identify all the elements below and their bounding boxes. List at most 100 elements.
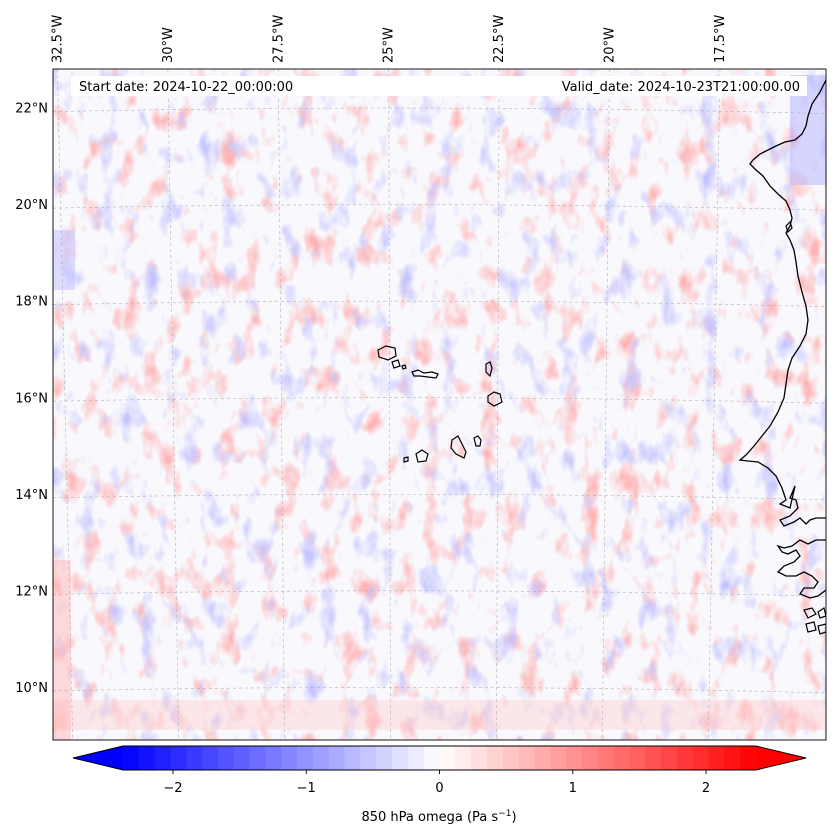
colorbar-step [392, 746, 409, 770]
map-frame [52, 68, 827, 741]
colorbar-step [202, 746, 219, 770]
island-santo-antao [377, 345, 397, 361]
longitude-labels: 32.5°W 30°W 27.5°W 25°W 22.5°W 20°W 17.5°W [50, 15, 728, 63]
latitude-label: 12°N [15, 584, 48, 599]
gambia-guinea-coastline [776, 539, 826, 599]
colorbar-step [138, 746, 156, 770]
start-date-label: Start date: 2024-10-22_00:00:00 [79, 80, 293, 95]
colorbar-step [629, 746, 646, 770]
parallel-line [53, 397, 826, 404]
colorbar-steps [123, 746, 757, 770]
valid-date-label: Valid_date: 2024-10-23T21:00:00.00 [562, 80, 800, 95]
longitude-label: 22.5°W [492, 15, 507, 63]
longitude-label: 17.5°W [713, 15, 728, 63]
colorbar-step [312, 746, 330, 770]
island-santa-luzia [401, 364, 407, 370]
meridian-line [602, 69, 610, 740]
meridian-line [388, 69, 391, 740]
left-edge-band [53, 560, 71, 740]
island-fogo [415, 449, 429, 463]
colorbar-max-extend [756, 746, 806, 770]
latitude-label: 18°N [15, 295, 48, 310]
colorbar: −2 −1 0 1 2 850 hPa omega (Pa s−1) [72, 745, 807, 825]
info-box [71, 76, 807, 96]
meridian-line [167, 69, 179, 740]
meridian-line [707, 69, 721, 740]
colorbar-step [297, 746, 314, 770]
bottom-edge-band [53, 700, 826, 730]
meridian-line [496, 69, 500, 740]
bissau-islands [803, 607, 826, 635]
africa-coastline [738, 79, 826, 527]
longitude-label: 30°W [161, 27, 176, 63]
colorbar-ticks: −2 −1 0 1 2 [163, 770, 710, 796]
colorbar-step [328, 746, 346, 770]
parallel-line [53, 590, 826, 597]
latitude-label: 10°N [15, 681, 48, 696]
cape-verde-islands [377, 345, 503, 463]
colorbar-min-extend [73, 746, 123, 770]
colorbar-step [597, 746, 615, 770]
map-panel: Start date: 2024-10-22_00:00:00 Valid_da… [52, 68, 827, 741]
island-brava [403, 456, 409, 463]
colorbar-step [502, 746, 520, 770]
colorbar-step [661, 746, 678, 770]
colorbar-step [170, 746, 187, 770]
latitude-label: 14°N [15, 488, 48, 503]
colorbar-step [581, 746, 599, 770]
left-edge-blue [53, 230, 75, 290]
colorbar-step [217, 746, 235, 770]
colorbar-step [407, 746, 425, 770]
longitude-label: 25°W [382, 27, 397, 63]
parallel-line [53, 107, 826, 114]
colorbar-step [740, 746, 757, 770]
island-santiago [450, 435, 467, 459]
gridlines [53, 69, 826, 740]
longitude-label: 32.5°W [50, 15, 65, 63]
meridian-line [57, 69, 74, 740]
colorbar-step [265, 746, 282, 770]
parallel-line [53, 493, 826, 501]
colorbar-step [439, 746, 456, 770]
island-sal [485, 361, 493, 378]
island-sao-nicolau [411, 369, 439, 379]
latitude-label: 16°N [15, 391, 48, 406]
colorbar-outline [72, 745, 807, 771]
colorbar-step [360, 746, 377, 770]
colorbar-step [613, 746, 630, 770]
colorbar-tick-label: 0 [435, 781, 443, 796]
colorbar-label: 850 hPa omega (Pa s−1) [361, 809, 516, 825]
latitude-labels: 22°N 20°N 18°N 16°N 14°N 12°N 10°N [15, 102, 48, 696]
colorbar-tick-label: −1 [297, 781, 316, 796]
colorbar-step [455, 746, 472, 770]
colorbar-step [676, 746, 694, 770]
parallel-line [53, 204, 826, 211]
colorbar-step [708, 746, 725, 770]
latitude-label: 20°N [15, 198, 48, 213]
colorbar-step [534, 746, 551, 770]
colorbar-step [376, 746, 393, 770]
colorbar-step [344, 746, 361, 770]
colorbar-step [724, 746, 741, 770]
omega-negative-field [53, 69, 826, 740]
colorbar-step [154, 746, 171, 770]
colorbar-step [645, 746, 662, 770]
colorbar-step [123, 746, 140, 770]
longitude-label: 20°W [603, 27, 618, 63]
colorbar-step [566, 746, 583, 770]
colorbar-step [249, 746, 266, 770]
longitude-label: 27.5°W [271, 15, 286, 63]
colorbar-step [186, 746, 203, 770]
coast-north-segment [785, 220, 793, 234]
colorbar-step [281, 746, 298, 770]
colorbar-step [423, 746, 440, 770]
colorbar-tick-label: −2 [163, 781, 182, 796]
colorbar-step [550, 746, 567, 770]
colorbar-step [486, 746, 504, 770]
colorbar-step [518, 746, 535, 770]
parallel-line [53, 687, 826, 694]
island-boa-vista [487, 391, 503, 407]
meridian-line [277, 69, 285, 740]
parallel-line [53, 300, 826, 308]
